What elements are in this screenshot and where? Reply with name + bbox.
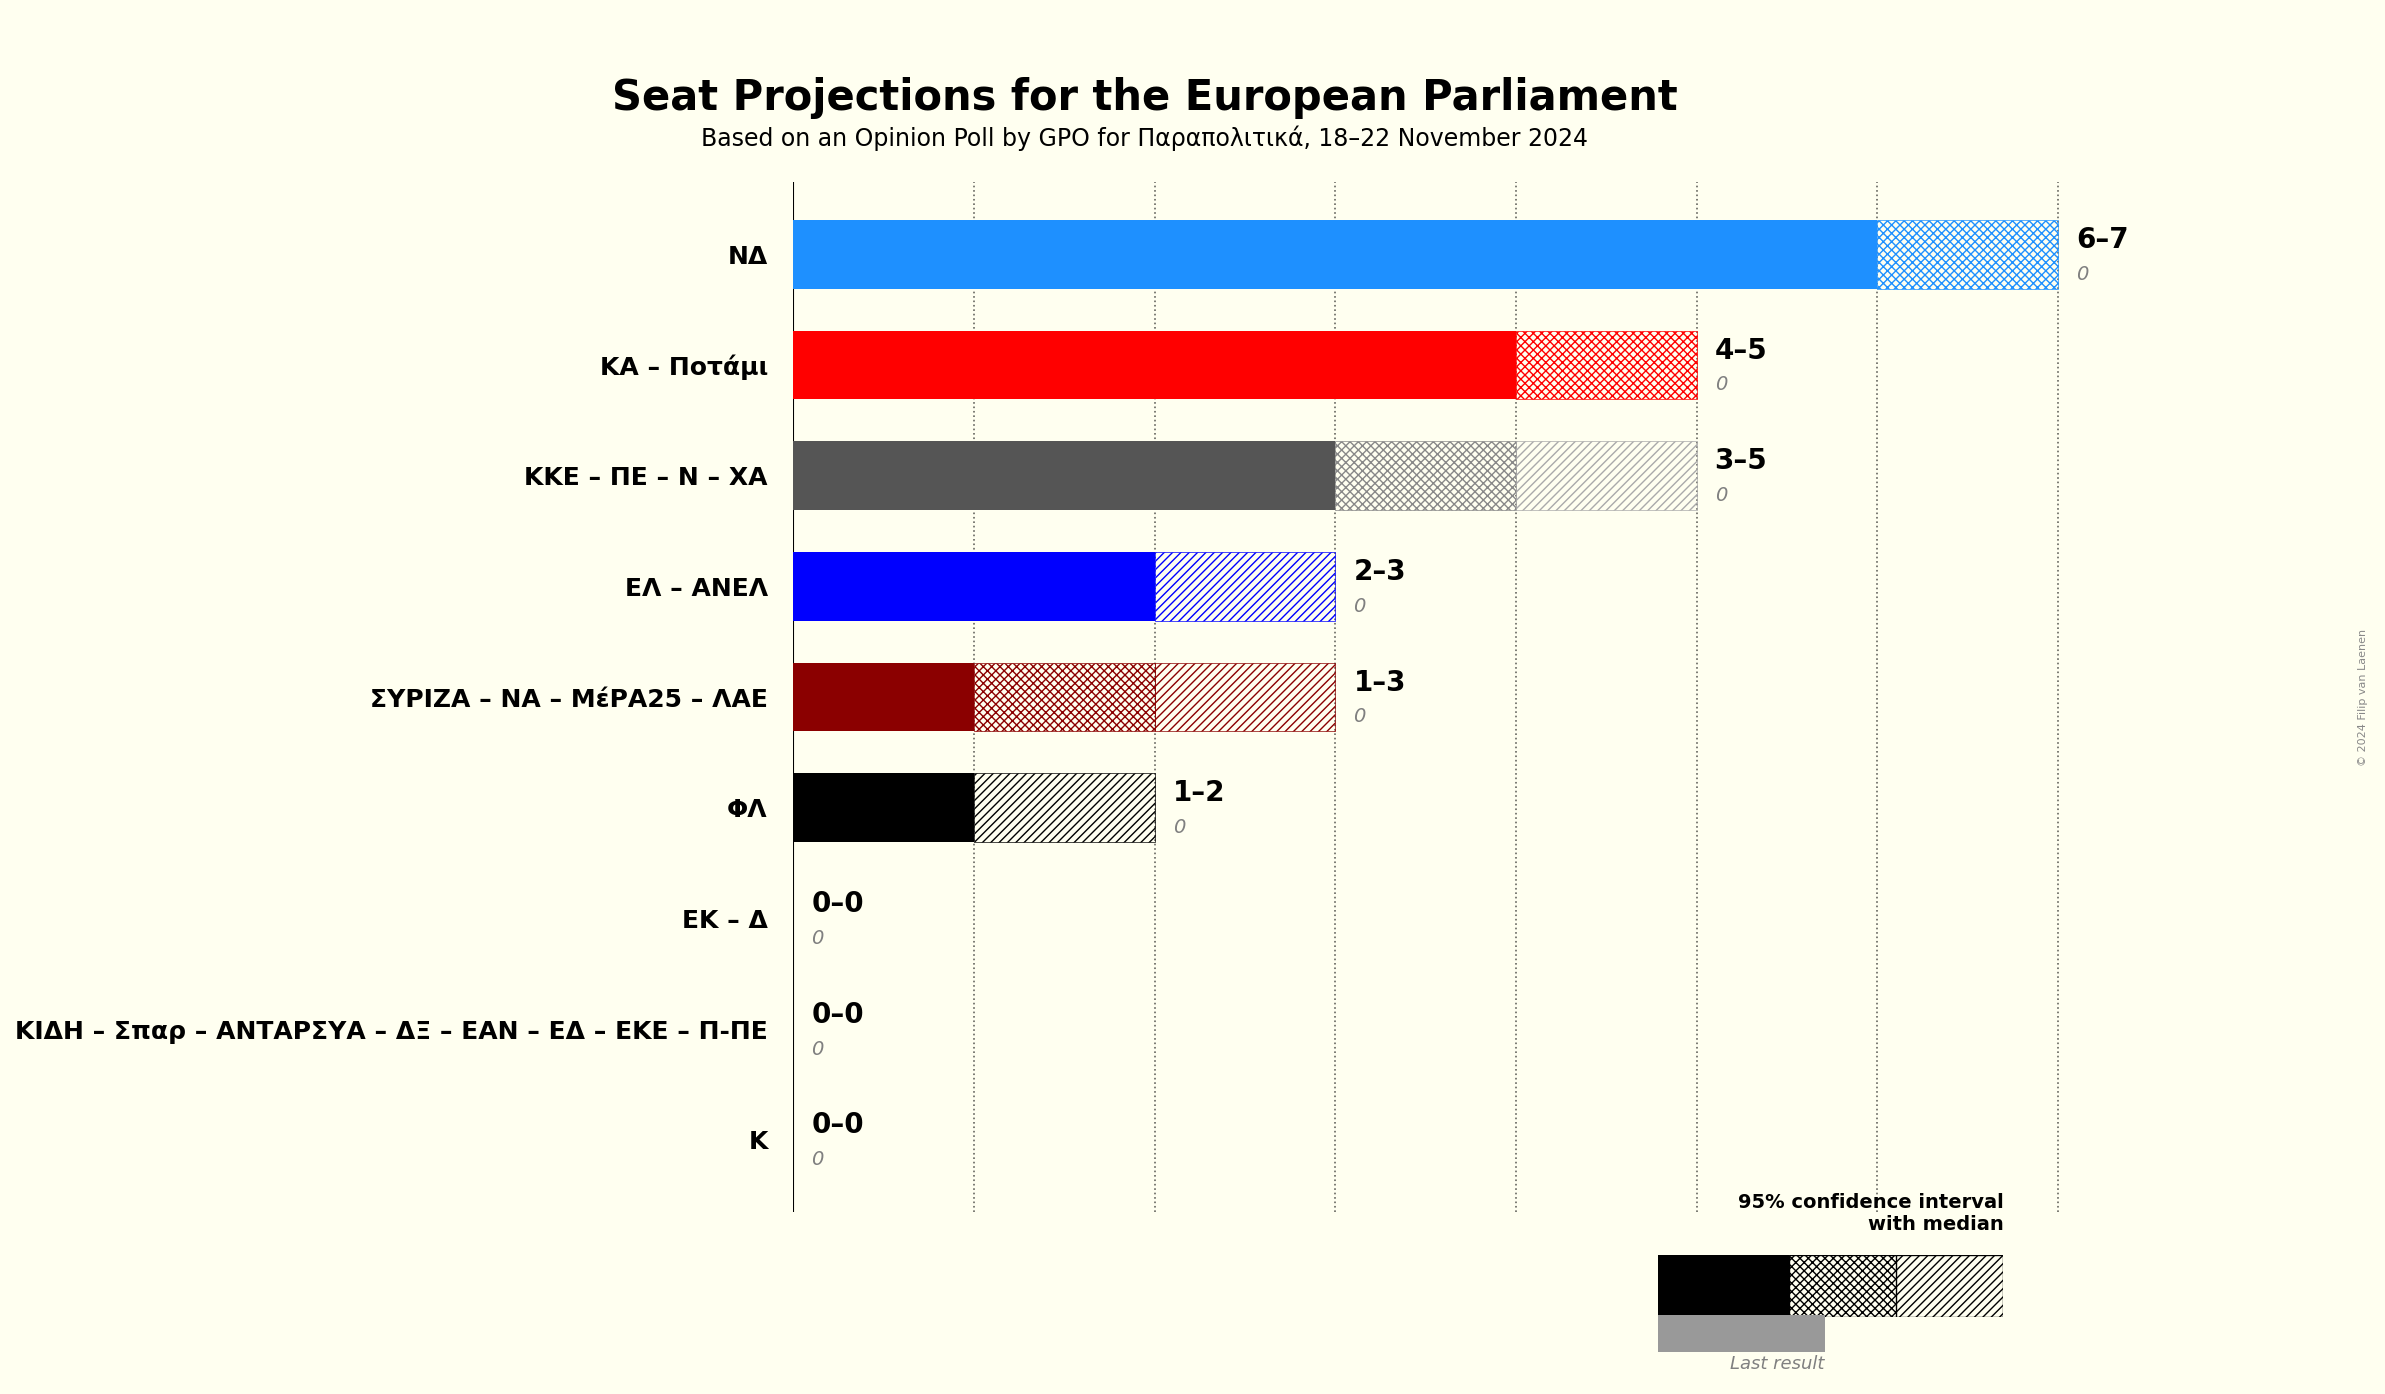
Text: 0: 0: [811, 928, 823, 948]
Text: 0: 0: [1173, 818, 1185, 838]
Text: 6–7: 6–7: [2075, 226, 2127, 254]
Bar: [794, 442, 1336, 510]
Text: Last result: Last result: [1729, 1355, 1825, 1373]
Text: 0: 0: [1352, 597, 1367, 616]
Bar: [1877, 220, 2058, 289]
Text: 1–2: 1–2: [1173, 779, 1226, 807]
Bar: [973, 662, 1154, 732]
Text: Seat Projections for the European Parliament: Seat Projections for the European Parlia…: [613, 77, 1677, 118]
Text: 0–0: 0–0: [811, 889, 863, 919]
Text: 1–3: 1–3: [1352, 669, 1405, 697]
Text: 95% confidence interval
with median: 95% confidence interval with median: [1739, 1193, 2003, 1234]
Bar: [794, 552, 1154, 620]
Text: 4–5: 4–5: [1715, 336, 1767, 365]
Text: 0: 0: [1352, 707, 1367, 726]
Text: 0: 0: [811, 1150, 823, 1170]
Text: 3–5: 3–5: [1715, 447, 1767, 475]
Text: 0: 0: [1715, 487, 1727, 505]
Text: © 2024 Filip van Laenen: © 2024 Filip van Laenen: [2359, 629, 2368, 765]
Text: 2–3: 2–3: [1352, 558, 1407, 585]
Text: 0: 0: [1715, 375, 1727, 395]
Text: 0: 0: [2075, 265, 2089, 283]
Bar: [794, 330, 1517, 399]
Bar: [1517, 330, 1696, 399]
Bar: [794, 662, 973, 732]
Bar: [1517, 442, 1696, 510]
Bar: [794, 774, 973, 842]
Text: Based on an Opinion Poll by GPO for Παραπολιτικά, 18–22 November 2024: Based on an Opinion Poll by GPO for Παρα…: [701, 125, 1588, 151]
Text: 0–0: 0–0: [811, 1001, 863, 1029]
Bar: [1154, 662, 1336, 732]
Bar: [794, 220, 1877, 289]
Bar: [1336, 442, 1517, 510]
Bar: [1154, 552, 1336, 620]
Bar: [973, 774, 1154, 842]
Text: 0: 0: [811, 1040, 823, 1058]
Text: 0–0: 0–0: [811, 1111, 863, 1139]
